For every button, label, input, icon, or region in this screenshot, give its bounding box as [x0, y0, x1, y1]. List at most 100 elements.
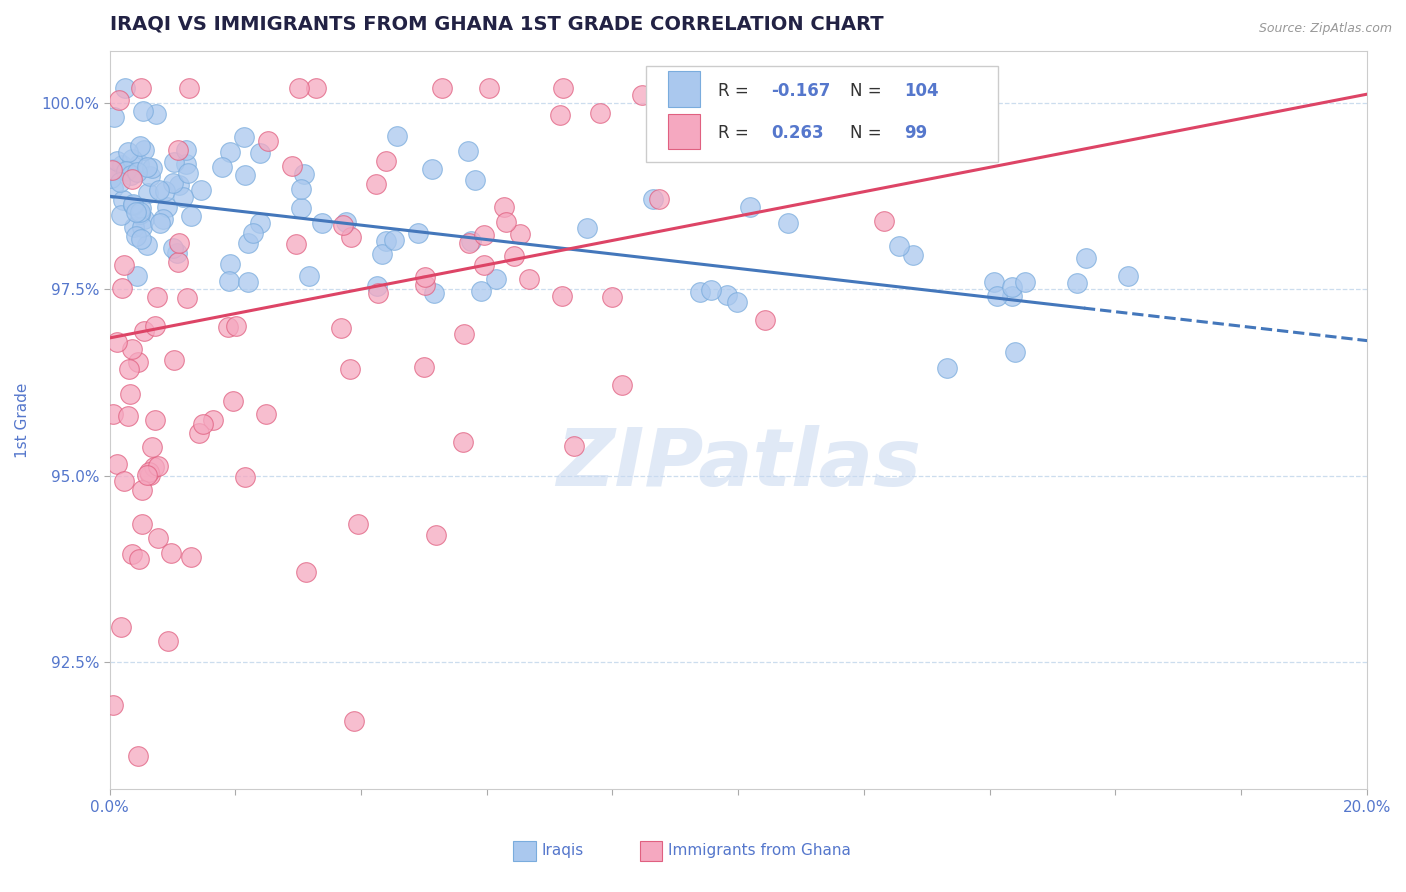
- Point: [129, 201, 152, 215]
- Point: [1118, 269, 1140, 284]
- Point: [121, 343, 143, 357]
- Point: [699, 283, 721, 297]
- Point: [335, 215, 357, 229]
- Point: [127, 748, 149, 763]
- Point: [366, 278, 388, 293]
- Point: [139, 468, 162, 483]
- Point: [236, 236, 259, 251]
- Point: [562, 439, 585, 453]
- Point: [169, 178, 191, 193]
- Point: [146, 532, 169, 546]
- Point: [148, 183, 170, 197]
- Point: [174, 144, 197, 158]
- Point: [367, 285, 389, 300]
- Point: [145, 413, 167, 427]
- Point: [236, 275, 259, 289]
- Point: [233, 130, 256, 145]
- Point: [644, 81, 666, 95]
- Point: [120, 168, 142, 182]
- Point: [494, 200, 516, 214]
- Point: [112, 474, 135, 488]
- Text: N =: N =: [851, 82, 887, 101]
- Point: [738, 200, 761, 214]
- Point: [132, 103, 155, 118]
- Point: [415, 278, 437, 293]
- Point: [134, 144, 156, 158]
- Point: [146, 290, 169, 304]
- Point: [1074, 251, 1097, 265]
- Point: [166, 246, 188, 260]
- Point: [1001, 280, 1024, 294]
- Bar: [668, 71, 700, 106]
- Point: [108, 93, 131, 107]
- Point: [382, 233, 405, 247]
- Text: Iraqis: Iraqis: [541, 844, 583, 858]
- Point: [281, 159, 304, 173]
- Point: [387, 129, 409, 144]
- Point: [128, 138, 150, 153]
- Point: [146, 458, 169, 473]
- Point: [222, 393, 245, 408]
- Point: [1066, 276, 1088, 290]
- Point: [135, 468, 157, 483]
- Point: [117, 145, 139, 160]
- Point: [193, 417, 215, 431]
- Point: [983, 275, 1005, 289]
- Point: [128, 207, 150, 221]
- Point: [575, 221, 598, 235]
- Point: [225, 319, 247, 334]
- Point: [143, 319, 166, 334]
- Text: 104: 104: [904, 82, 939, 101]
- Point: [865, 81, 887, 95]
- Point: [111, 281, 134, 295]
- Point: [249, 146, 271, 161]
- Point: [118, 362, 141, 376]
- Point: [873, 214, 896, 228]
- Point: [470, 284, 492, 298]
- Point: [589, 105, 612, 120]
- Point: [135, 161, 157, 175]
- Point: [1014, 275, 1036, 289]
- Point: [112, 258, 135, 272]
- Point: [201, 413, 224, 427]
- Point: [122, 219, 145, 234]
- Point: [242, 227, 264, 241]
- Point: [256, 134, 278, 148]
- Point: [129, 81, 152, 95]
- Y-axis label: 1st Grade: 1st Grade: [15, 383, 30, 458]
- Point: [121, 548, 143, 562]
- Point: [114, 81, 136, 95]
- Point: [190, 183, 212, 197]
- Point: [256, 407, 278, 421]
- Point: [423, 286, 446, 301]
- Point: [754, 313, 776, 327]
- Point: [122, 198, 145, 212]
- Point: [503, 249, 526, 263]
- Point: [340, 229, 363, 244]
- Point: [901, 248, 924, 262]
- Point: [111, 193, 134, 207]
- Point: [156, 633, 179, 648]
- Point: [548, 108, 571, 122]
- Text: N =: N =: [851, 124, 887, 142]
- Point: [101, 407, 124, 421]
- Point: [125, 205, 148, 219]
- Text: IRAQI VS IMMIGRANTS FROM GHANA 1ST GRADE CORRELATION CHART: IRAQI VS IMMIGRANTS FROM GHANA 1ST GRADE…: [110, 15, 883, 34]
- Point: [648, 192, 671, 206]
- Point: [110, 619, 132, 633]
- Point: [131, 232, 153, 246]
- Point: [105, 457, 128, 471]
- Point: [127, 164, 149, 178]
- Point: [145, 106, 167, 120]
- Point: [149, 216, 172, 230]
- Point: [936, 360, 959, 375]
- Point: [118, 387, 141, 401]
- Point: [103, 110, 125, 124]
- Point: [413, 269, 436, 284]
- Point: [160, 546, 183, 560]
- Point: [453, 327, 475, 342]
- Point: [725, 294, 748, 309]
- Point: [420, 162, 443, 177]
- Point: [152, 212, 174, 227]
- Point: [233, 168, 256, 182]
